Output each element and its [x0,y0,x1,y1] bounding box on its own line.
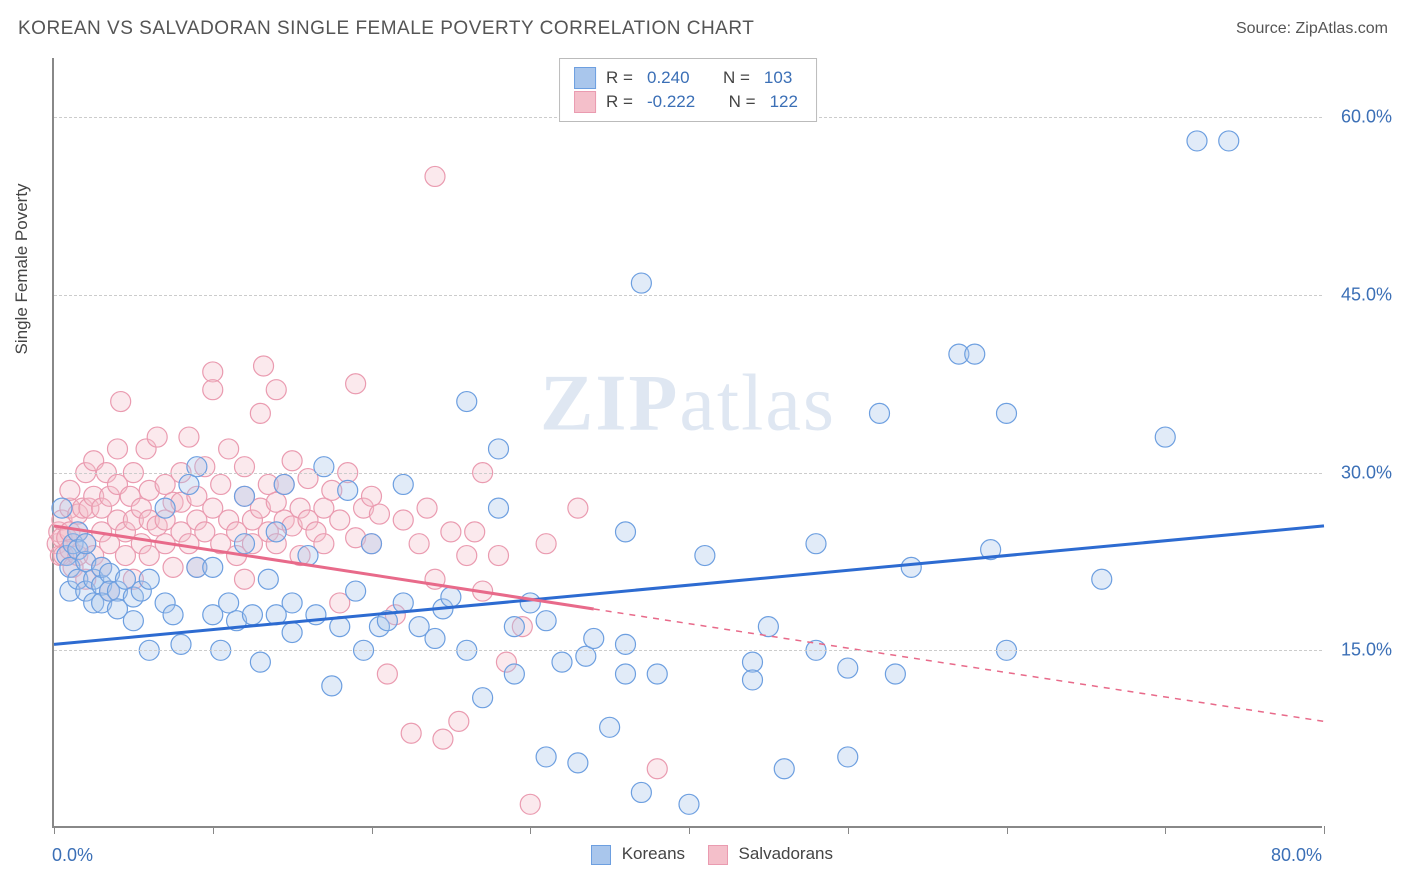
x-tick [213,826,214,834]
x-tick [848,826,849,834]
gridline [54,650,1322,651]
chart-header: KOREAN VS SALVADORAN SINGLE FEMALE POVER… [18,18,1388,40]
r-value-koreans: 0.240 [647,68,690,88]
r-label: R = [606,68,633,88]
source-label: Source: ZipAtlas.com [1236,20,1388,38]
r-label: R = [606,92,633,112]
gridline [54,473,1322,474]
plot-svg [54,58,1322,826]
bottom-swatch-koreans [591,845,611,865]
y-tick-label: 30.0% [1332,462,1392,483]
n-value-koreans: 103 [764,68,792,88]
gridline [54,295,1322,296]
y-axis-title: Single Female Poverty [12,183,32,354]
top-legend-row-2: R = -0.222 N = 122 [574,91,802,113]
n-label: N = [723,68,750,88]
x-tick [1165,826,1166,834]
bottom-swatch-salvadorans [708,845,728,865]
n-label: N = [729,92,756,112]
top-legend: R = 0.240 N = 103 R = -0.222 N = 122 [559,58,817,122]
y-tick-label: 15.0% [1332,640,1392,661]
x-tick [372,826,373,834]
bottom-legend-koreans: Koreans [622,844,685,863]
plot-area: ZIPatlas R = 0.240 N = 103 R = -0.222 N … [52,58,1322,828]
x-tick [1007,826,1008,834]
y-tick-label: 60.0% [1332,107,1392,128]
chart-title: KOREAN VS SALVADORAN SINGLE FEMALE POVER… [18,18,754,40]
top-legend-row-1: R = 0.240 N = 103 [574,67,802,89]
x-tick [1324,826,1325,834]
bottom-legend-salvadorans: Salvadorans [739,844,834,863]
legend-swatch-salvadorans [574,91,596,113]
bottom-legend: Koreans Salvadorans [0,844,1406,865]
x-tick [530,826,531,834]
x-tick [689,826,690,834]
r-value-salvadorans: -0.222 [647,92,695,112]
n-value-salvadorans: 122 [770,92,798,112]
y-tick-label: 45.0% [1332,284,1392,305]
x-tick [54,826,55,834]
legend-swatch-koreans [574,67,596,89]
